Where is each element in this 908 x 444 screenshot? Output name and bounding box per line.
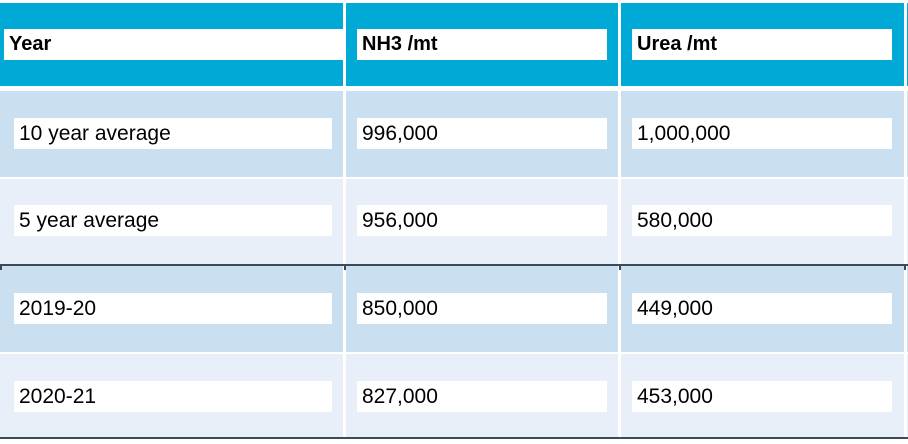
cell-year: 5 year average bbox=[14, 205, 332, 236]
table-row: 2020-21 827,000 453,000 bbox=[0, 354, 908, 438]
column-divider bbox=[343, 0, 346, 440]
header-nh3: NH3 /mt bbox=[357, 29, 607, 60]
table-header-row: Year NH3 /mt Urea /mt bbox=[0, 3, 908, 86]
cell-urea: 1,000,000 bbox=[632, 118, 892, 149]
table-row: 5 year average 956,000 580,000 bbox=[0, 179, 908, 264]
rule-tick bbox=[619, 264, 621, 270]
cell-year: 10 year average bbox=[14, 118, 332, 149]
cell-urea: 453,000 bbox=[632, 381, 892, 412]
cell-nh3: 827,000 bbox=[357, 381, 607, 412]
cell-year: 2020-21 bbox=[14, 381, 332, 412]
cell-urea: 580,000 bbox=[632, 205, 892, 236]
header-year: Year bbox=[4, 29, 343, 60]
table-row: 2019-20 850,000 449,000 bbox=[0, 266, 908, 352]
column-divider bbox=[618, 0, 621, 440]
rule-tick bbox=[904, 264, 906, 270]
column-divider bbox=[904, 0, 907, 440]
cell-nh3: 956,000 bbox=[357, 205, 607, 236]
cell-nh3: 850,000 bbox=[357, 293, 607, 324]
header-urea: Urea /mt bbox=[632, 29, 892, 60]
table-row: 10 year average 996,000 1,000,000 bbox=[0, 91, 908, 177]
cell-year: 2019-20 bbox=[14, 293, 332, 324]
rule-tick bbox=[344, 264, 346, 270]
cell-nh3: 996,000 bbox=[357, 118, 607, 149]
bottom-rule bbox=[0, 437, 908, 439]
cell-urea: 449,000 bbox=[632, 293, 892, 324]
section-rule bbox=[0, 264, 908, 266]
rule-tick bbox=[0, 264, 2, 270]
